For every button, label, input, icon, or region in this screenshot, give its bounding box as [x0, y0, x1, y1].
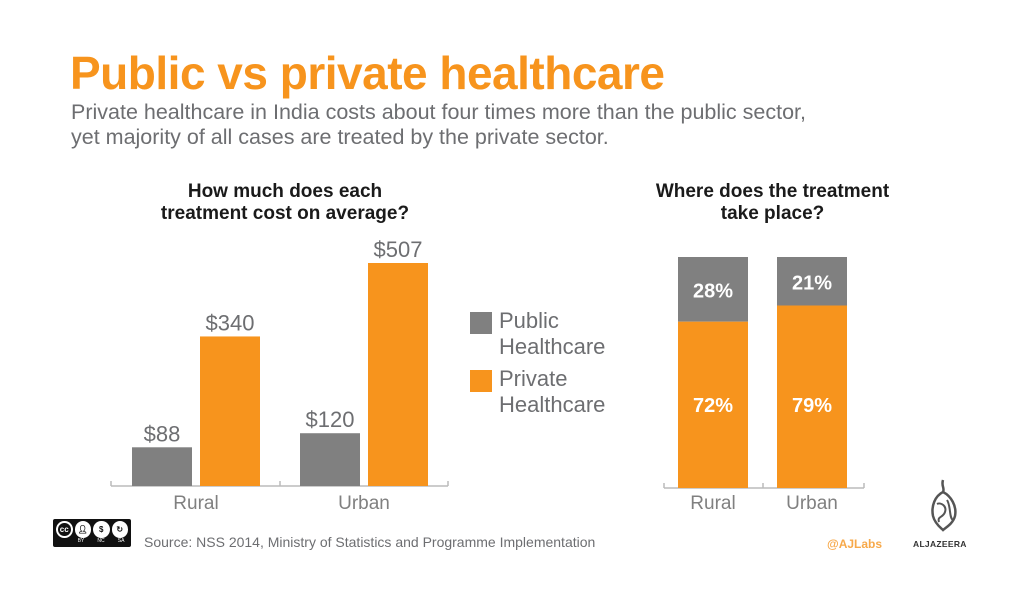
cost-bar-urban-public: [300, 433, 360, 486]
cost-bar-urban-private: [368, 263, 428, 486]
legend-label-public: Public Healthcare: [499, 308, 606, 359]
cost-chart-title: How much does each treatment cost on ave…: [110, 181, 460, 225]
cost-data-label: $340: [206, 310, 255, 335]
legend-item-public: Public Healthcare: [470, 308, 649, 360]
subtitle-line-2: yet majority of all cases are treated by…: [71, 125, 609, 149]
noncommercial-icon: $: [93, 521, 110, 538]
legend-item-private: Private Healthcare: [470, 366, 649, 418]
location-chart-title-line-2: take place?: [720, 203, 825, 224]
location-category-label: Rural: [690, 493, 735, 514]
page-title: Public vs private healthcare: [70, 47, 665, 99]
legend-swatch-public: [470, 312, 492, 334]
cost-category-label: Rural: [173, 493, 218, 514]
license-tag-by: BY: [77, 538, 85, 544]
license-tag-nc: NC: [97, 538, 105, 544]
page-subtitle: Private healthcare in India costs about …: [71, 100, 806, 150]
legend: Public Healthcare Private Healthcare: [470, 308, 649, 424]
source-note: Source: NSS 2014, Ministry of Statistics…: [144, 534, 596, 550]
cost-data-label: $507: [374, 237, 423, 262]
ajlabs-credit: @AJLabs: [827, 537, 883, 551]
location-data-label-private: 72%: [693, 395, 733, 417]
location-bar-urban-private: [777, 305, 847, 488]
cost-category-label: Urban: [338, 493, 390, 514]
legend-swatch-private: [470, 370, 492, 392]
location-data-label-public: 21%: [792, 272, 832, 294]
license-tag-sa: SA: [117, 538, 125, 544]
legend-label-private: Private Healthcare: [499, 366, 606, 417]
cost-data-label: $88: [144, 421, 181, 446]
location-chart-title: Where does the treatment take place?: [600, 181, 945, 225]
location-bar-rural-public: [678, 257, 748, 322]
aljazeera-logo-icon: [931, 479, 957, 532]
location-bar-urban-public: [777, 257, 847, 306]
cost-bar-rural-private: [200, 336, 260, 486]
creative-commons-badge: cc 👤︎ $ ↻ BY NC SA: [53, 519, 131, 547]
location-category-label: Urban: [786, 493, 838, 514]
location-chart-title-line-1: Where does the treatment: [655, 181, 890, 202]
cc-icon: cc: [56, 521, 73, 538]
cost-data-label: $120: [306, 407, 355, 432]
subtitle-line-1: Private healthcare in India costs about …: [71, 100, 806, 124]
cost-bar-rural-public: [132, 447, 192, 486]
cost-chart-title-line-1: How much does each: [187, 181, 383, 202]
location-data-label-public: 28%: [693, 280, 733, 302]
aljazeera-wordmark: ALJAZEERA: [913, 539, 967, 549]
attribution-icon: 👤︎: [74, 521, 91, 538]
location-bar-rural-private: [678, 321, 748, 488]
sharealike-icon: ↻: [111, 521, 128, 538]
cost-chart-title-line-2: treatment cost on average?: [160, 203, 410, 224]
location-data-label-private: 79%: [792, 395, 832, 417]
